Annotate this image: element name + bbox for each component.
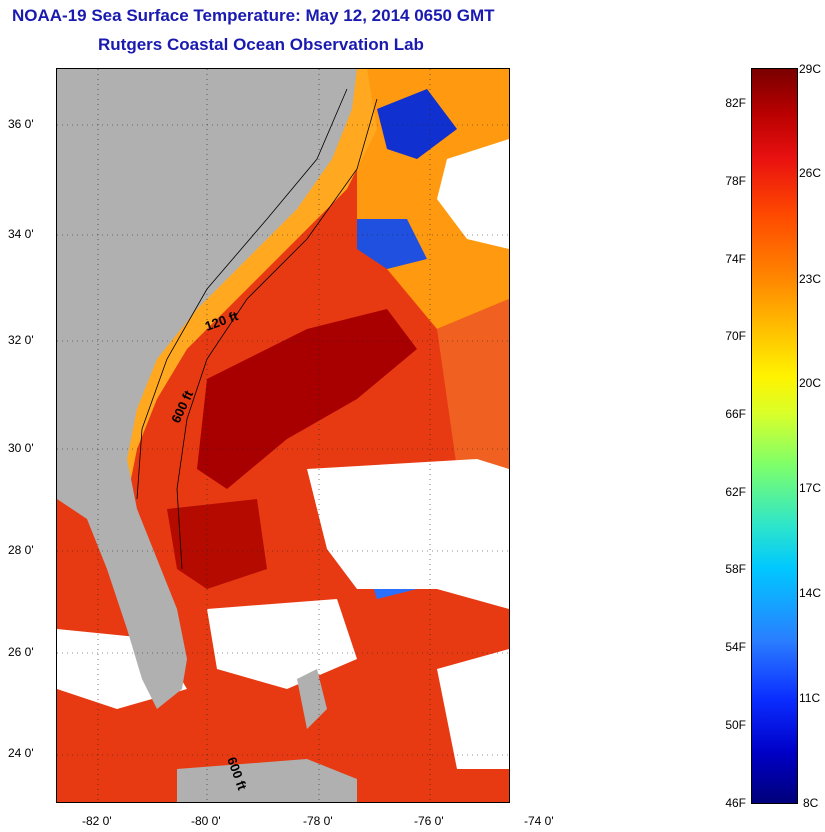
- land-mainland: [57, 69, 357, 709]
- colorbar-label-78f: 78F: [725, 174, 746, 188]
- colorbar-label-50f: 50F: [725, 718, 746, 732]
- lat-label-24: 24 0': [8, 746, 34, 760]
- gulf-stream-core: [197, 309, 417, 489]
- southern-hot-water: [167, 499, 267, 589]
- lat-label-32: 32 0': [8, 333, 34, 347]
- temperature-colorbar: [751, 68, 798, 804]
- colorbar-label-14c: 14C: [799, 586, 822, 600]
- graticule: [57, 69, 509, 802]
- colorbar-label-8c: 8C: [803, 796, 819, 810]
- lon-label-76: -76 0': [414, 814, 444, 828]
- cold-patch-mid: [357, 219, 427, 269]
- lat-label-30: 30 0': [8, 441, 34, 455]
- colorbar-label-26c: 26C: [799, 166, 822, 180]
- colorbar-label-70f: 70F: [725, 329, 746, 343]
- colorbar-label-29c: 29C: [799, 62, 822, 76]
- lon-label-78: -78 0': [303, 814, 333, 828]
- colorbar-label-62f: 62F: [725, 485, 746, 499]
- colorbar-label-23c: 23C: [799, 272, 822, 286]
- colorbar-label-66f: 66F: [725, 407, 746, 421]
- map-subtitle: Rutgers Coastal Ocean Observation Lab: [98, 35, 424, 54]
- colorbar-label-58f: 58F: [725, 562, 746, 576]
- cloud-mask-se: [437, 649, 509, 769]
- lat-label-36: 36 0': [8, 117, 34, 131]
- lat-label-34: 34 0': [8, 227, 34, 241]
- warm-offshore-region: [437, 299, 509, 489]
- lon-label-82: -82 0': [82, 814, 112, 828]
- colorbar-label-20c: 20C: [799, 376, 822, 390]
- sst-map[interactable]: 120 ft 600 ft 600 ft: [56, 68, 510, 803]
- lat-label-28: 28 0': [8, 543, 34, 557]
- land-bahamas: [297, 669, 327, 729]
- lat-label-26: 26 0': [8, 645, 34, 659]
- shelf-water: [117, 69, 377, 499]
- cloud-mask-large: [307, 459, 509, 609]
- contour-600ft: [176, 98, 378, 570]
- map-title: NOAA-19 Sea Surface Temperature: May 12,…: [12, 6, 495, 25]
- cloud-mask-south: [207, 599, 357, 689]
- cloud-mask-east: [437, 139, 509, 249]
- land-cuba: [177, 759, 357, 802]
- colorbar-label-46f: 46F: [725, 796, 746, 810]
- colorbar-label-54f: 54F: [725, 640, 746, 654]
- colorbar-label-74f: 74F: [725, 252, 746, 266]
- cold-patch-north: [377, 89, 457, 159]
- lon-label-80: -80 0': [191, 814, 221, 828]
- colorbar-label-17c: 17C: [799, 481, 822, 495]
- colorbar-label-82f: 82F: [725, 96, 746, 110]
- contour-120ft: [136, 88, 348, 500]
- lon-label-74: -74 0': [524, 814, 554, 828]
- sst-map-image: 120 ft 600 ft 600 ft: [57, 69, 509, 802]
- colorbar-label-11c: 11C: [799, 691, 821, 705]
